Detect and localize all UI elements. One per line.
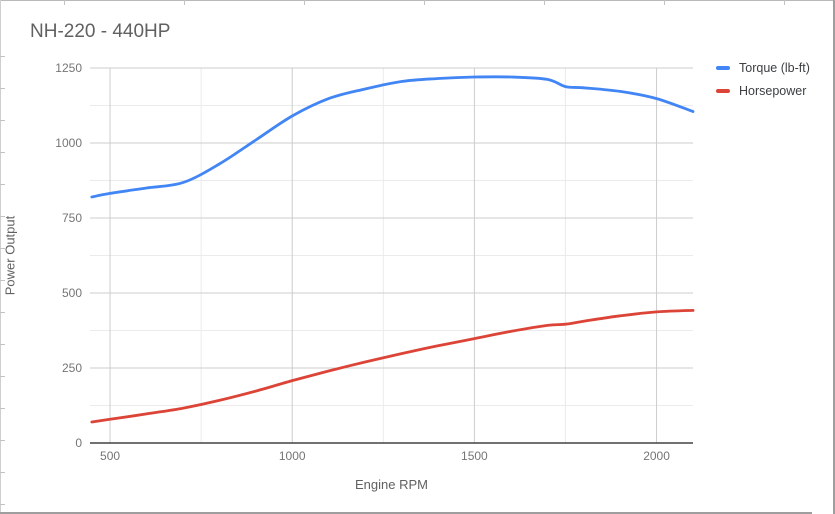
y-tick-label: 250 [61, 361, 82, 375]
torque-legend-swatch-icon [716, 65, 730, 70]
x-tick-label: 2000 [643, 449, 670, 463]
horsepower-curve [90, 309, 695, 424]
sheet-row-tick [0, 376, 5, 377]
sheet-column-tick [544, 0, 545, 5]
sheet-column-tick [64, 0, 65, 5]
sheet-column-tick [664, 0, 665, 5]
y-tick-label: 500 [61, 286, 82, 300]
sheet-column-tick [784, 0, 785, 5]
legend-item-horsepower[interactable]: Horsepower [716, 83, 810, 98]
sheet-row-tick [0, 504, 5, 505]
sheet-edge-bottom [0, 512, 812, 514]
major-gridlines [90, 67, 693, 443]
legend: Torque (lb-ft) Horsepower [716, 60, 810, 106]
y-tick-label: 750 [61, 211, 82, 225]
legend-item-torque[interactable]: Torque (lb-ft) [716, 60, 810, 75]
sheet-row-tick [0, 152, 5, 153]
y-tick-label: 0 [75, 436, 82, 450]
y-tick-label: 1250 [55, 61, 82, 75]
sheet-row-tick [0, 56, 5, 57]
sheet-row-tick [0, 88, 5, 89]
minor-gridlines [90, 68, 693, 443]
sheet-edge-left [0, 0, 1, 514]
sheet-row-tick [0, 472, 5, 473]
sheet-row-tick [0, 440, 5, 441]
sheet-row-tick [0, 344, 5, 345]
x-tick-label: 500 [100, 449, 121, 463]
x-tick-label: 1000 [278, 449, 306, 463]
sheet-row-tick [0, 312, 5, 313]
y-tick-label: 1000 [55, 136, 82, 150]
sheet-row-tick [0, 280, 5, 281]
x-tick-label: 1500 [461, 449, 488, 463]
sheet-row-tick [0, 408, 5, 409]
sheet-row-tick [0, 184, 5, 185]
sheet-column-tick [184, 0, 185, 5]
sheet-row-tick [0, 248, 5, 249]
sheet-row-tick [0, 216, 5, 217]
horsepower-legend-swatch-icon [716, 88, 730, 93]
x-axis-title: Engine RPM [355, 477, 428, 492]
legend-label-horsepower: Horsepower [739, 83, 807, 98]
sheet-row-tick [0, 120, 5, 121]
legend-label-torque: Torque (lb-ft) [739, 60, 810, 75]
y-axis-title: Power Output [2, 215, 18, 296]
sheet-edge-right [833, 0, 835, 514]
sheet-edge-top [0, 0, 835, 1]
torque-curve [90, 75, 695, 199]
sheet-column-tick [304, 0, 305, 5]
chart-title: NH-220 - 440HP [30, 21, 171, 42]
sheet-column-tick [424, 0, 425, 5]
